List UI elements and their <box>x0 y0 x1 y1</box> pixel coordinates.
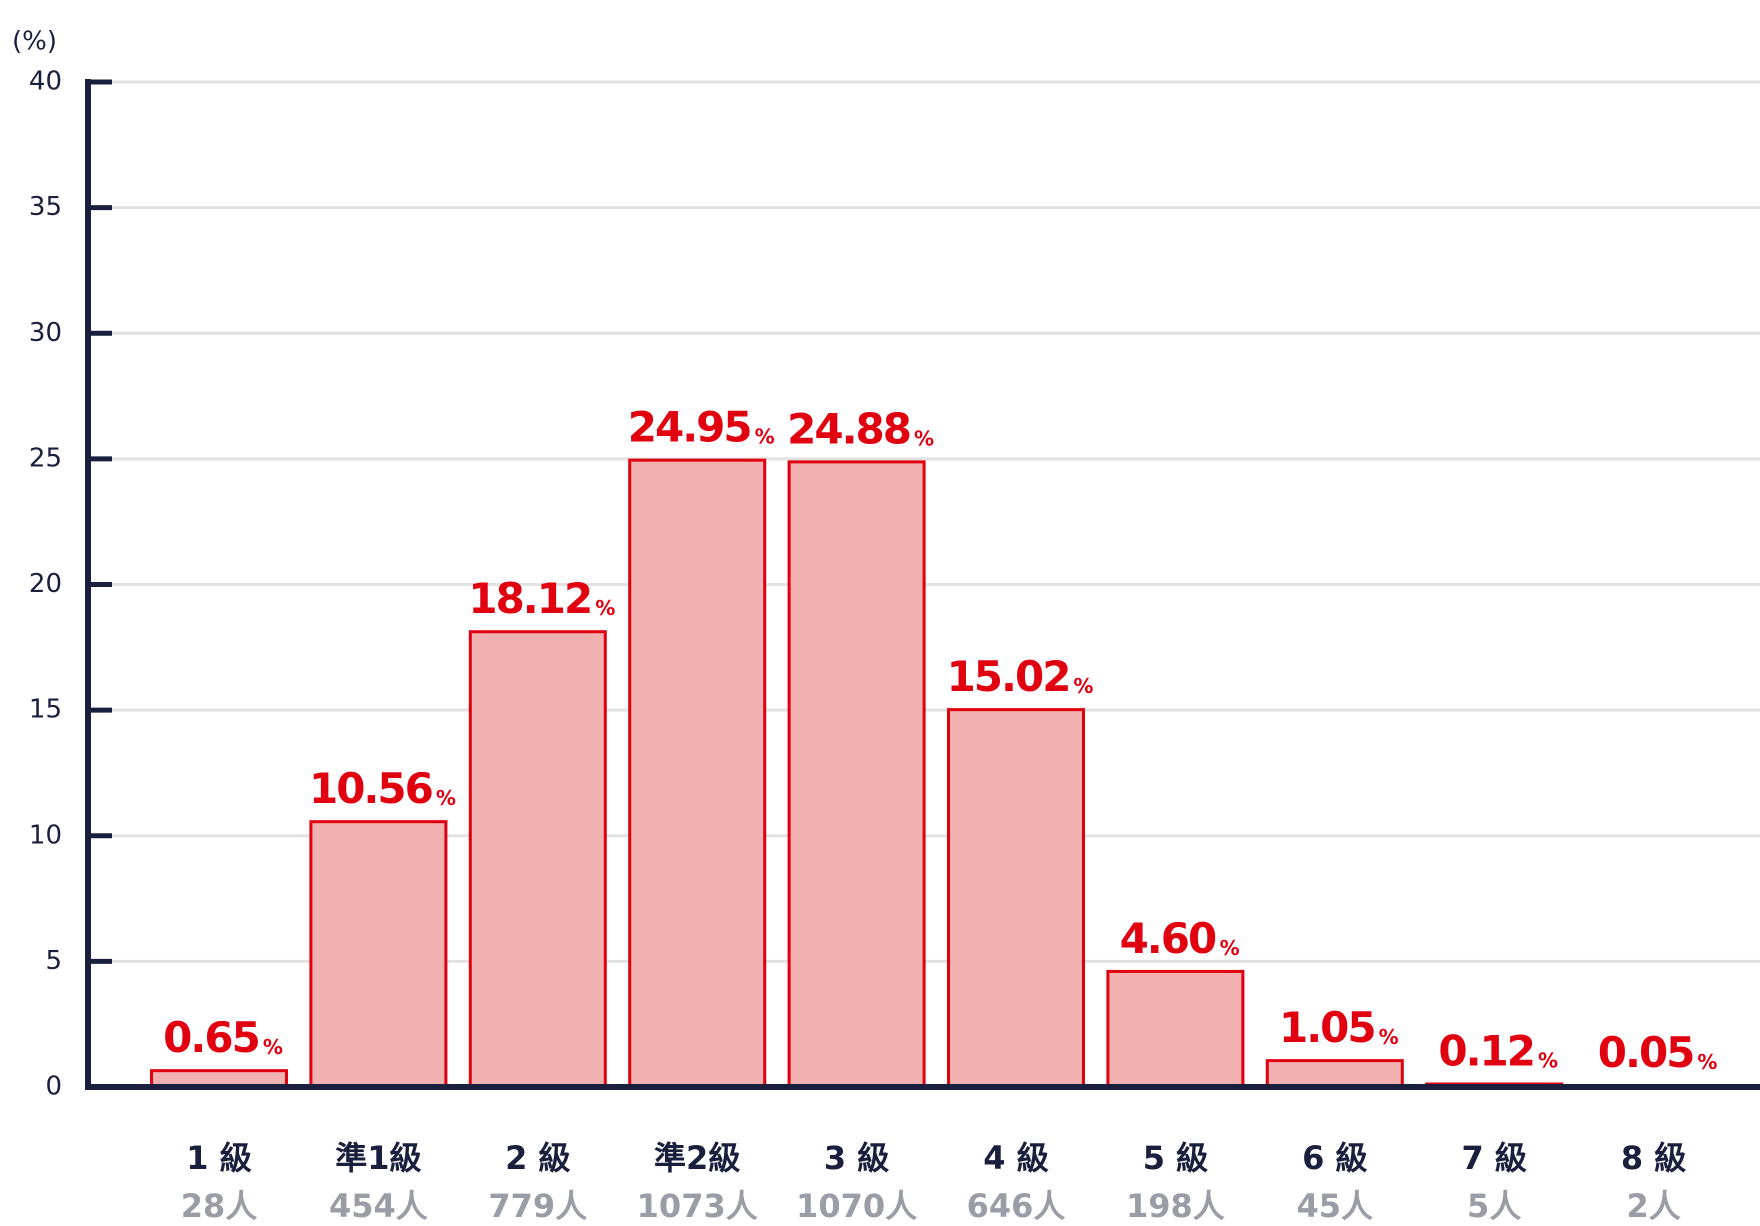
value-unit: % <box>1220 936 1240 960</box>
value-unit: % <box>436 786 456 810</box>
value-label: 0.12 <box>1438 1026 1534 1075</box>
count-label: 779人 <box>488 1187 587 1225</box>
y-tick-label: 10 <box>29 820 62 850</box>
y-tick-label: 20 <box>29 569 62 599</box>
value-label: 4.60 <box>1120 914 1216 963</box>
y-tick-label: 25 <box>29 443 62 473</box>
count-label: 1070人 <box>796 1187 917 1225</box>
value-label: 0.65 <box>163 1013 259 1062</box>
bar <box>787 460 926 1089</box>
bar <box>628 458 767 1089</box>
count-label: 198人 <box>1126 1187 1225 1225</box>
value-unit: % <box>595 596 615 620</box>
x-tick-label: 4 級 <box>983 1139 1048 1177</box>
x-tick-label: 1 級 <box>186 1139 251 1177</box>
count-label: 28人 <box>181 1187 258 1225</box>
count-label: 1073人 <box>637 1187 758 1225</box>
y-tick-label: 30 <box>29 318 62 348</box>
y-tick-label: 15 <box>29 695 62 725</box>
value-unit: % <box>1697 1050 1717 1074</box>
count-label: 454人 <box>329 1187 428 1225</box>
count-label: 2人 <box>1626 1187 1680 1225</box>
y-tick-label: 0 <box>45 1072 62 1102</box>
y-tick-label: 35 <box>29 192 62 222</box>
x-tick-label: 7 級 <box>1461 1139 1526 1177</box>
bar <box>468 630 607 1089</box>
value-unit: % <box>914 426 934 450</box>
value-label: 15.02 <box>947 652 1070 701</box>
value-unit: % <box>1379 1025 1399 1049</box>
bar <box>1106 969 1245 1089</box>
value-label: 24.88 <box>787 404 910 453</box>
x-tick-label: 5 級 <box>1143 1139 1208 1177</box>
value-unit: % <box>755 425 775 449</box>
value-unit: % <box>1538 1048 1558 1072</box>
count-label: 646人 <box>967 1187 1066 1225</box>
x-tick-label: 2 級 <box>505 1139 570 1177</box>
x-tick-label: 準2級 <box>654 1139 740 1177</box>
count-label: 45人 <box>1297 1187 1374 1225</box>
bar <box>947 708 1085 1089</box>
count-label: 5人 <box>1467 1187 1521 1225</box>
bar <box>1265 1059 1404 1089</box>
value-label: 18.12 <box>468 574 591 623</box>
value-label: 10.56 <box>309 764 432 813</box>
value-label: 24.95 <box>628 403 751 452</box>
value-unit: % <box>263 1035 283 1059</box>
x-tick-label: 3 級 <box>824 1139 889 1177</box>
y-axis-label: (%) <box>12 27 57 57</box>
y-tick-label: 5 <box>45 946 62 976</box>
x-tick-label: 6 級 <box>1302 1139 1367 1177</box>
x-tick-label: 8 級 <box>1621 1139 1686 1177</box>
value-label: 1.05 <box>1279 1003 1375 1052</box>
y-tick-label: 40 <box>29 67 62 97</box>
value-unit: % <box>1073 674 1093 698</box>
value-label: 0.05 <box>1598 1028 1694 1077</box>
x-tick-label: 準1級 <box>335 1139 421 1177</box>
bar <box>309 820 448 1089</box>
